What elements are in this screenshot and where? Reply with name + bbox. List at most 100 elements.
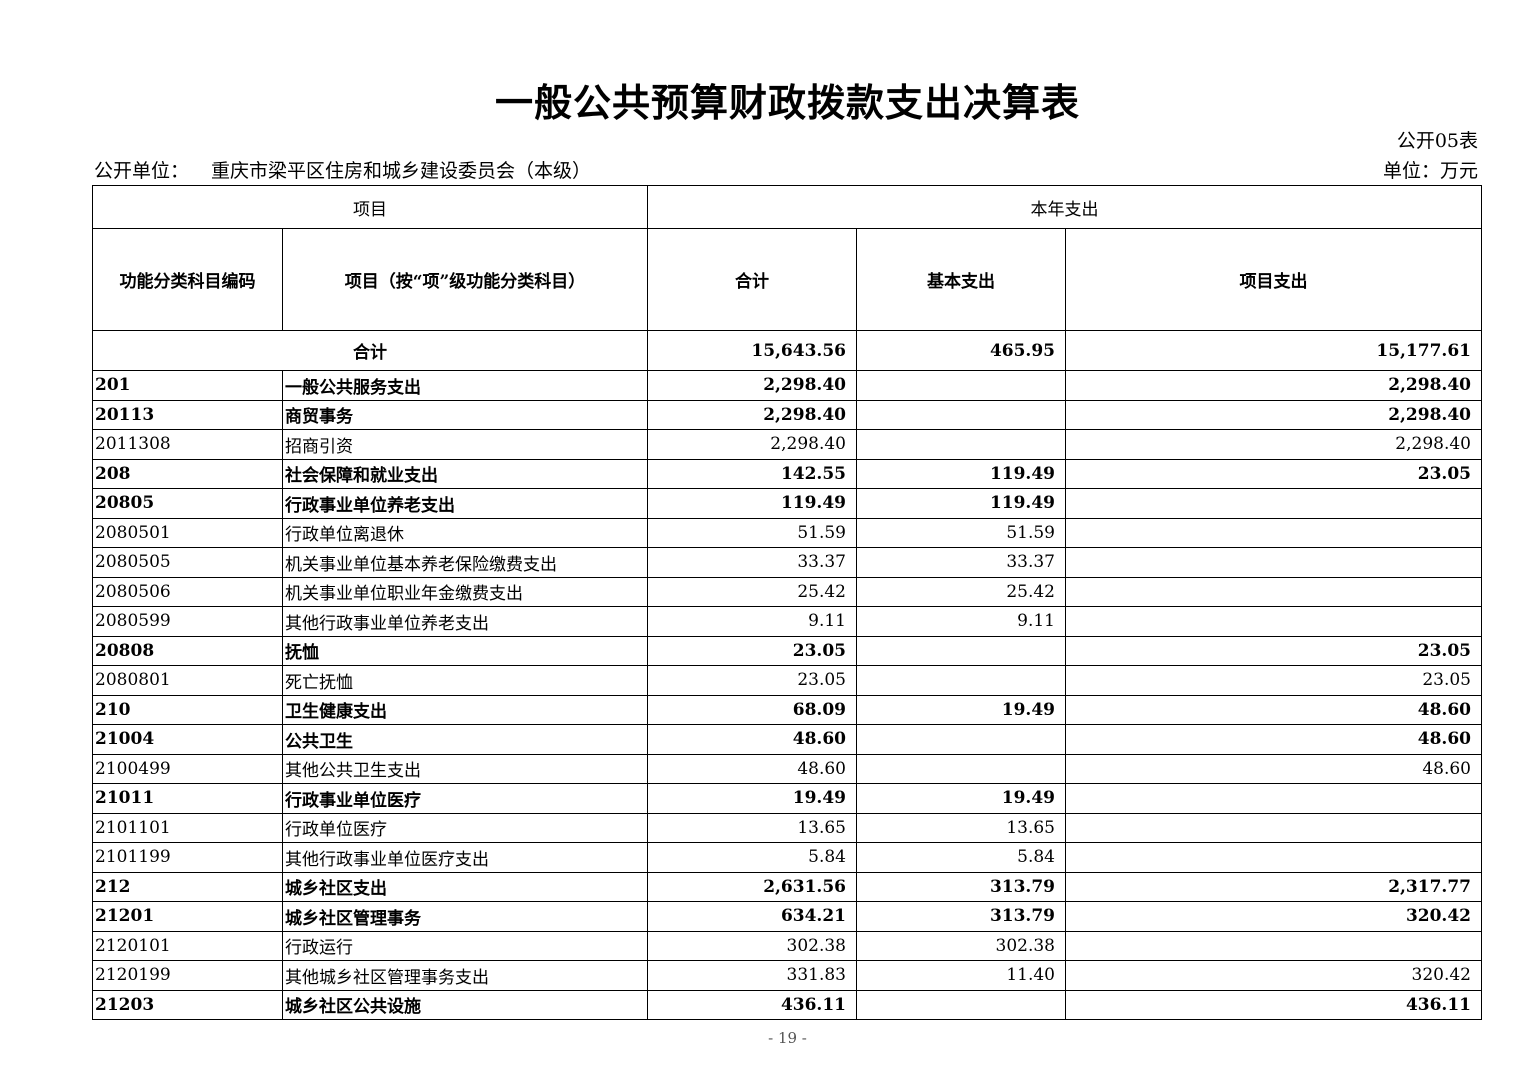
cell-basic: 13.65 <box>856 812 1066 843</box>
cell-name: 其他行政事业单位养老支出 <box>282 606 648 637</box>
total-row: 合计 15,643.56 465.95 15,177.61 <box>92 330 1482 371</box>
cell-code: 2120199 <box>92 960 283 991</box>
cell-project <box>1065 547 1482 578</box>
cell-code: 2011308 <box>92 429 283 460</box>
cell-name: 抚恤 <box>282 635 648 666</box>
form-number: 公开05表 <box>1396 130 1478 152</box>
cell-name: 公共卫生 <box>282 724 648 755</box>
total-label: 合计 <box>92 330 648 371</box>
cell-basic: 119.49 <box>856 458 1066 489</box>
currency-unit: 单位：万元 <box>1382 160 1478 182</box>
table-row: 20113 商贸事务 2,298.40 2,298.40 <box>92 399 1482 430</box>
cell-name: 行政事业单位养老支出 <box>282 488 648 519</box>
cell-total: 9.11 <box>647 606 857 637</box>
table-row: 2080505 机关事业单位基本养老保险缴费支出 33.37 33.37 <box>92 547 1482 578</box>
cell-basic: 11.40 <box>856 960 1066 991</box>
cell-project <box>1065 576 1482 607</box>
table-row: 21004 公共卫生 48.60 48.60 <box>92 724 1482 755</box>
cell-name: 卫生健康支出 <box>282 694 648 725</box>
cell-name: 行政运行 <box>282 930 648 961</box>
table-row: 2120199 其他城乡社区管理事务支出 331.83 11.40 320.42 <box>92 960 1482 991</box>
cell-project: 436.11 <box>1065 989 1482 1020</box>
cell-name: 行政单位离退休 <box>282 517 648 548</box>
table-row: 2080801 死亡抚恤 23.05 23.05 <box>92 665 1482 696</box>
cell-name: 城乡社区公共设施 <box>282 989 648 1020</box>
cell-name: 招商引资 <box>282 429 648 460</box>
cell-basic: 302.38 <box>856 930 1066 961</box>
unit-label: 公开单位： <box>94 160 190 182</box>
unit-name: 重庆市梁平区住房和城乡建设委员会（本级） <box>211 160 592 182</box>
cell-name: 机关事业单位基本养老保险缴费支出 <box>282 547 648 578</box>
table-row: 21203 城乡社区公共设施 436.11 436.11 <box>92 989 1482 1020</box>
cell-project <box>1065 930 1482 961</box>
cell-project: 2,298.40 <box>1065 399 1482 430</box>
page-title: 一般公共预算财政拨款支出决算表 <box>494 80 1080 125</box>
cell-code: 2080501 <box>92 517 283 548</box>
cell-code: 20113 <box>92 399 283 430</box>
cell-total: 13.65 <box>647 812 857 843</box>
cell-code: 21011 <box>92 783 283 814</box>
cell-basic: 9.11 <box>856 606 1066 637</box>
table-row: 212 城乡社区支出 2,631.56 313.79 2,317.77 <box>92 871 1482 902</box>
cell-total: 68.09 <box>647 694 857 725</box>
cell-project: 23.05 <box>1065 458 1482 489</box>
cell-code: 2080801 <box>92 665 283 696</box>
cell-project: 48.60 <box>1065 694 1482 725</box>
cell-basic: 313.79 <box>856 871 1066 902</box>
cell-total: 436.11 <box>647 989 857 1020</box>
header-total: 合计 <box>647 228 857 331</box>
cell-basic: 19.49 <box>856 783 1066 814</box>
cell-code: 20808 <box>92 635 283 666</box>
table-row: 2011308 招商引资 2,298.40 2,298.40 <box>92 429 1482 460</box>
cell-basic <box>856 635 1066 666</box>
cell-project: 2,298.40 <box>1065 370 1482 401</box>
header-project: 项目 <box>92 185 648 229</box>
cell-project: 320.42 <box>1065 960 1482 991</box>
cell-total: 2,298.40 <box>647 429 857 460</box>
table-row: 2101199 其他行政事业单位医疗支出 5.84 5.84 <box>92 842 1482 873</box>
cell-code: 2080599 <box>92 606 283 637</box>
cell-basic: 19.49 <box>856 694 1066 725</box>
table-row: 210 卫生健康支出 68.09 19.49 48.60 <box>92 694 1482 725</box>
cell-name: 行政事业单位医疗 <box>282 783 648 814</box>
cell-code: 201 <box>92 370 283 401</box>
cell-project: 48.60 <box>1065 753 1482 784</box>
cell-basic <box>856 665 1066 696</box>
cell-basic: 25.42 <box>856 576 1066 607</box>
total-basic: 465.95 <box>856 330 1066 371</box>
cell-total: 48.60 <box>647 753 857 784</box>
cell-project: 23.05 <box>1065 665 1482 696</box>
table-row: 2080599 其他行政事业单位养老支出 9.11 9.11 <box>92 606 1482 637</box>
cell-name: 其他行政事业单位医疗支出 <box>282 842 648 873</box>
cell-code: 21203 <box>92 989 283 1020</box>
table-row: 208 社会保障和就业支出 142.55 119.49 23.05 <box>92 458 1482 489</box>
cell-basic: 119.49 <box>856 488 1066 519</box>
cell-project <box>1065 812 1482 843</box>
cell-project <box>1065 842 1482 873</box>
cell-name: 死亡抚恤 <box>282 665 648 696</box>
cell-code: 210 <box>92 694 283 725</box>
cell-basic: 33.37 <box>856 547 1066 578</box>
cell-code: 2101199 <box>92 842 283 873</box>
cell-total: 2,298.40 <box>647 370 857 401</box>
cell-code: 2101101 <box>92 812 283 843</box>
cell-code: 2080505 <box>92 547 283 578</box>
cell-basic <box>856 989 1066 1020</box>
cell-name: 社会保障和就业支出 <box>282 458 648 489</box>
cell-project <box>1065 606 1482 637</box>
table-row: 2080501 行政单位离退休 51.59 51.59 <box>92 517 1482 548</box>
cell-total: 634.21 <box>647 901 857 932</box>
table-row: 20805 行政事业单位养老支出 119.49 119.49 <box>92 488 1482 519</box>
cell-code: 2120101 <box>92 930 283 961</box>
cell-total: 33.37 <box>647 547 857 578</box>
cell-project <box>1065 517 1482 548</box>
cell-code: 208 <box>92 458 283 489</box>
cell-name: 一般公共服务支出 <box>282 370 648 401</box>
cell-total: 2,631.56 <box>647 871 857 902</box>
table-row: 21201 城乡社区管理事务 634.21 313.79 320.42 <box>92 901 1482 932</box>
cell-basic <box>856 753 1066 784</box>
table-row: 20808 抚恤 23.05 23.05 <box>92 635 1482 666</box>
cell-total: 48.60 <box>647 724 857 755</box>
cell-total: 51.59 <box>647 517 857 548</box>
cell-basic: 313.79 <box>856 901 1066 932</box>
